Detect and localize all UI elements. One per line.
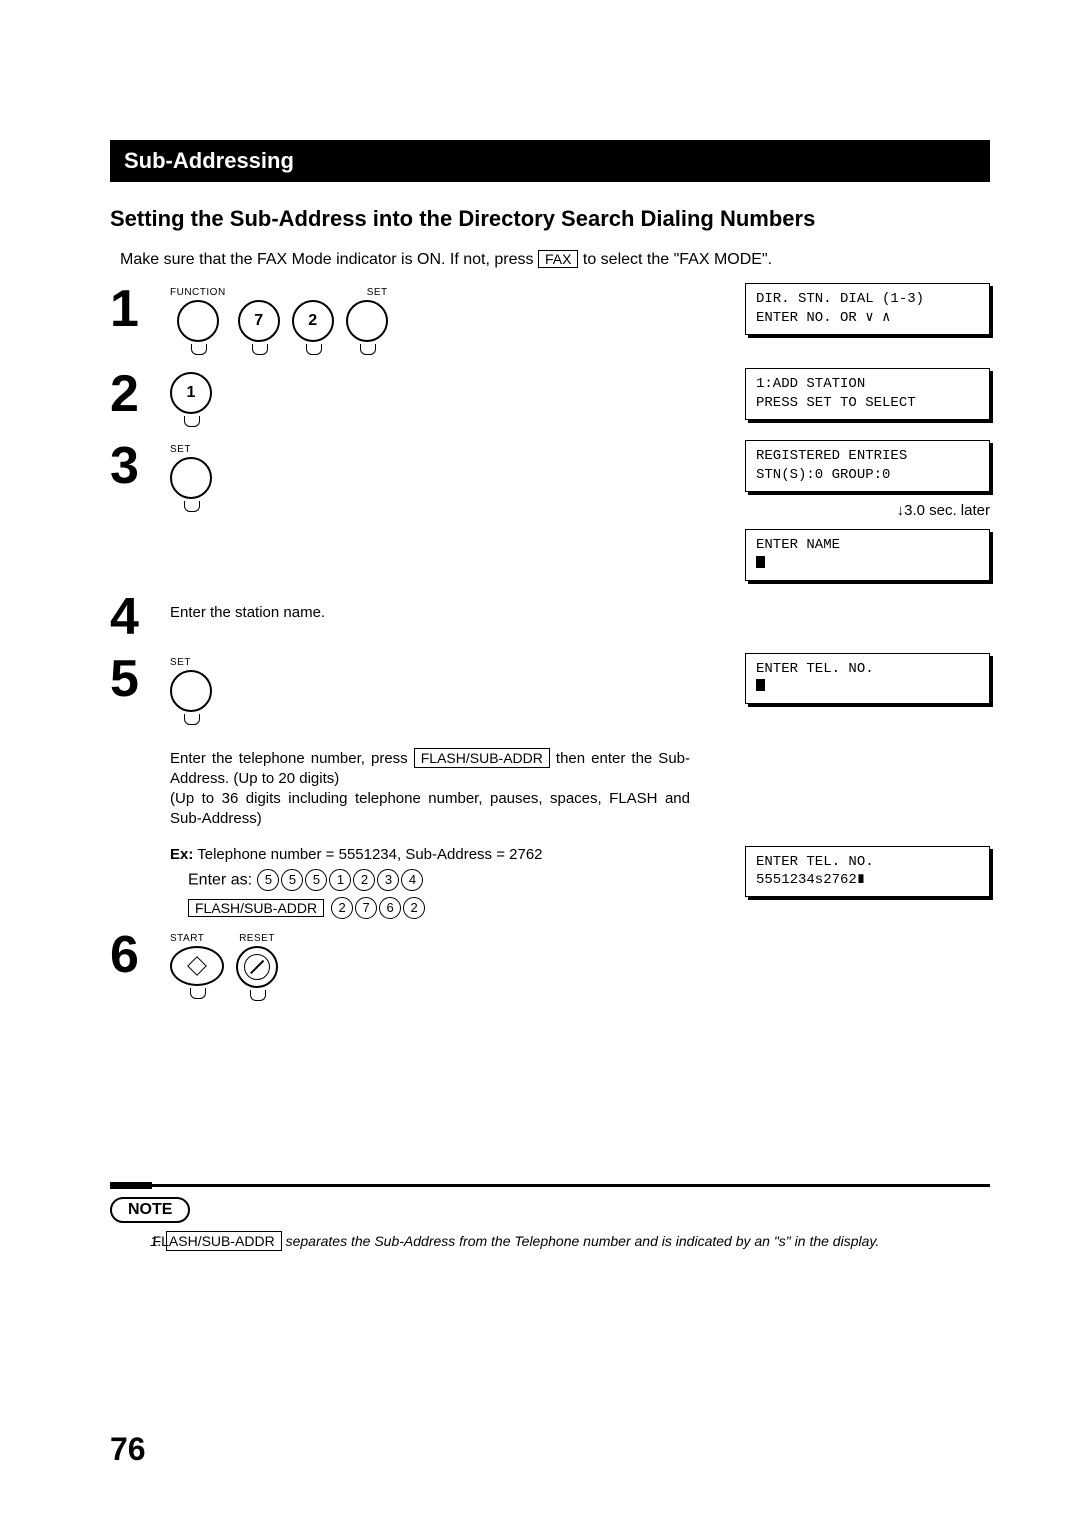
step-number: 4 xyxy=(110,591,170,643)
step-number: 1 xyxy=(110,283,170,335)
digit-key: 5 xyxy=(281,869,303,891)
flash-sub-addr-key: FLASH/SUB-ADDR xyxy=(166,1231,282,1252)
digit-key: 5 xyxy=(305,869,327,891)
step-5: 5 SET ENTER TEL. NO. Enter the telephone… xyxy=(110,653,990,919)
digit-key: 5 xyxy=(257,869,279,891)
start-button[interactable]: START xyxy=(170,933,224,1002)
example-label: Ex: xyxy=(170,846,193,863)
page-number: 76 xyxy=(110,1431,146,1468)
set-label: SET xyxy=(170,657,191,668)
press-icon xyxy=(180,501,202,515)
lcd-display: 1:ADD STATION PRESS SET TO SELECT xyxy=(745,368,990,420)
digit-key: 2 xyxy=(331,897,353,919)
function-label: FUNCTION xyxy=(170,287,226,298)
section-header: Sub-Addressing xyxy=(110,140,990,182)
set-button[interactable]: SET xyxy=(170,657,212,728)
press-icon xyxy=(186,988,208,1002)
press-icon xyxy=(187,344,209,358)
step-1-buttons: FUNCTION 7 2 SET xyxy=(170,283,730,358)
step-5-buttons: SET xyxy=(170,653,730,728)
fax-key: FAX xyxy=(538,250,578,268)
step-6: 6 START RESET xyxy=(110,929,990,1004)
step-2-buttons: 1 xyxy=(170,368,730,430)
intro-pre: Make sure that the FAX Mode indicator is… xyxy=(120,251,538,268)
step-number: 6 xyxy=(110,929,170,981)
step-4-text: Enter the station name. xyxy=(170,591,730,623)
note-divider xyxy=(110,1184,990,1187)
flash-sub-addr-key: FLASH/SUB-ADDR xyxy=(414,748,550,769)
cursor-icon xyxy=(756,556,765,568)
function-button[interactable]: FUNCTION xyxy=(170,287,226,358)
timer-label: ↓3.0 sec. later xyxy=(897,502,990,519)
flash-sub-addr-key: FLASH/SUB-ADDR xyxy=(188,899,324,917)
digit-key: 4 xyxy=(401,869,423,891)
step-4: 4 Enter the station name. xyxy=(110,591,990,643)
lcd-display: ENTER NAME xyxy=(745,529,990,581)
start-label: START xyxy=(170,933,204,944)
enter-as-line: Enter as: 5551234 xyxy=(170,869,730,891)
digit-key: 2 xyxy=(353,869,375,891)
set-label: SET xyxy=(367,287,388,298)
press-icon xyxy=(180,416,202,430)
digit-key: 2 xyxy=(403,897,425,919)
step-1: 1 FUNCTION 7 2 SET xyxy=(110,283,990,358)
footnote: 1. FLASH/SUB-ADDR separates the Sub-Addr… xyxy=(110,1231,990,1252)
steps: 1 FUNCTION 7 2 SET xyxy=(110,283,990,1004)
step-2: 2 1 1:ADD STATION PRESS SET TO SELECT xyxy=(110,368,990,430)
digit-key: 1 xyxy=(329,869,351,891)
set-label: SET xyxy=(170,444,191,455)
digit-key: 6 xyxy=(379,897,401,919)
set-button[interactable]: SET xyxy=(170,444,212,515)
note-pill: NOTE xyxy=(110,1197,190,1223)
step-5-para: Enter the telephone number, press FLASH/… xyxy=(170,748,690,830)
key-1[interactable]: 1 xyxy=(170,372,212,430)
step-6-buttons: START RESET xyxy=(170,929,730,1004)
press-icon xyxy=(180,714,202,728)
press-icon xyxy=(246,990,268,1004)
press-icon xyxy=(302,344,324,358)
intro-line: Make sure that the FAX Mode indicator is… xyxy=(110,250,990,269)
step-3-buttons: SET xyxy=(170,440,730,515)
step-number: 5 xyxy=(110,653,170,705)
set-button[interactable]: SET xyxy=(346,287,388,358)
cursor-icon xyxy=(756,679,765,691)
start-icon xyxy=(187,956,207,976)
intro-post: to select the "FAX MODE". xyxy=(583,251,772,268)
step-3: 3 SET REGISTERED ENTRIES STN(S):0 GROUP:… xyxy=(110,440,990,581)
example-block: Ex: Telephone number = 5551234, Sub-Addr… xyxy=(170,846,990,919)
flash-line: FLASH/SUB-ADDR 2762 xyxy=(170,897,730,919)
digit-key: 3 xyxy=(377,869,399,891)
press-icon xyxy=(356,344,378,358)
step-number: 2 xyxy=(110,368,170,420)
reset-button[interactable]: RESET xyxy=(236,933,278,1004)
sub-heading: Setting the Sub-Address into the Directo… xyxy=(110,206,990,232)
lcd-display: DIR. STN. DIAL (1-3) ENTER NO. OR ∨ ∧ xyxy=(745,283,990,335)
lcd-display: REGISTERED ENTRIES STN(S):0 GROUP:0 xyxy=(745,440,990,492)
digit-key: 7 xyxy=(355,897,377,919)
lcd-display: ENTER TEL. NO. 5551234s2762∎ xyxy=(745,846,990,898)
reset-label: RESET xyxy=(239,933,275,944)
example-text: Telephone number = 5551234, Sub-Address … xyxy=(197,846,542,863)
press-icon xyxy=(248,344,270,358)
reset-icon xyxy=(244,954,270,980)
key-2[interactable]: 2 xyxy=(292,287,334,358)
lcd-display: ENTER TEL. NO. xyxy=(745,653,990,705)
step-number: 3 xyxy=(110,440,170,492)
key-7[interactable]: 7 xyxy=(238,287,280,358)
